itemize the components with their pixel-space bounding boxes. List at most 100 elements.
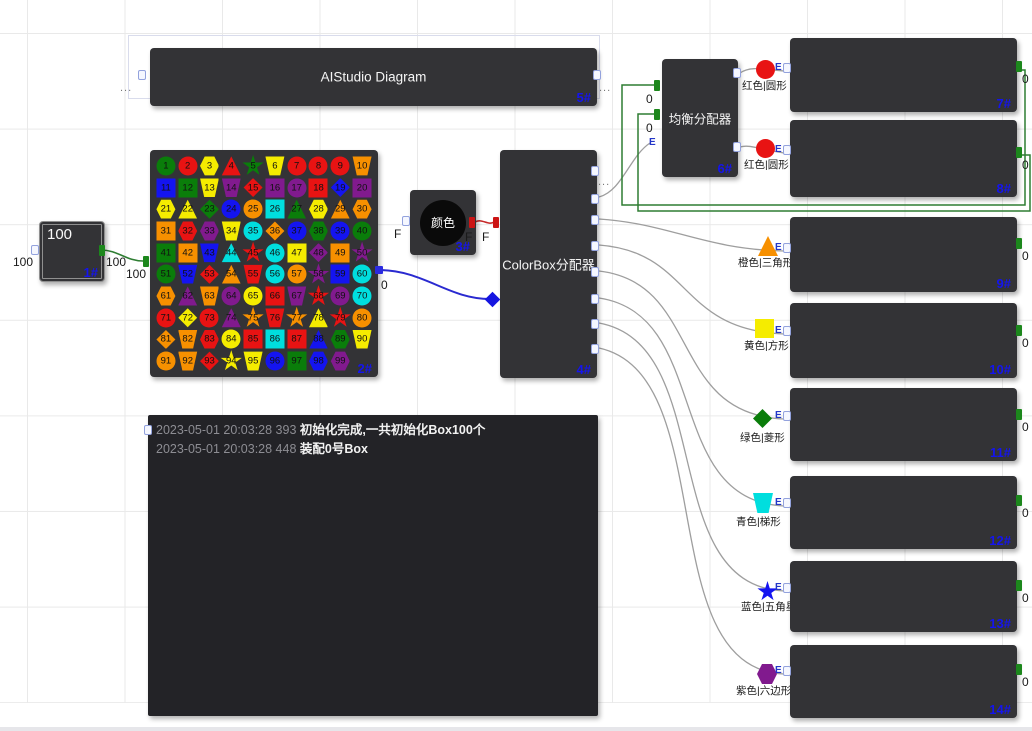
box-cell: 95: [242, 350, 264, 372]
output-node-7[interactable]: 7#: [790, 38, 1017, 112]
output-node-9[interactable]: 9#: [790, 217, 1017, 292]
node-id-badge: 2#: [357, 361, 372, 376]
wire-source-to-grid[interactable]: [100, 249, 144, 262]
output-out-port-10[interactable]: [1016, 325, 1022, 336]
wire-colorbox-to-output-13[interactable]: [598, 322, 785, 592]
source-output-port[interactable]: [99, 245, 105, 256]
output-input-port-11[interactable]: [783, 411, 791, 421]
output-out-label: 0: [1022, 336, 1029, 350]
colorbox-output-port-5[interactable]: [591, 267, 599, 277]
colorbox-dots: ...: [598, 176, 611, 188]
wire-color-to-colorbox[interactable]: [474, 220, 495, 224]
balancer-input-port-2[interactable]: [654, 109, 660, 120]
box-cell: 20: [351, 177, 373, 199]
box-grid-output-port[interactable]: [375, 266, 383, 274]
diagram-input-port[interactable]: [138, 70, 146, 80]
box-grid-output-label: 0: [381, 278, 388, 292]
output-out-port-12[interactable]: [1016, 495, 1022, 506]
output-out-port-13[interactable]: [1016, 580, 1022, 591]
wire-colorbox-to-output-9[interactable]: [598, 218, 785, 252]
color-output-port[interactable]: [469, 217, 475, 228]
output-node-11[interactable]: 11#: [790, 388, 1017, 461]
output-node-10[interactable]: 10#: [790, 303, 1017, 378]
output-input-port-7[interactable]: [783, 63, 791, 73]
wire-colorbox-to-balancer[interactable]: [598, 142, 651, 198]
node-box-grid[interactable]: 1 2 3 4 5 6 7 8 9 10 11 12 13 14 15 16 17 18 19 20 21 22 23 24 2…: [150, 150, 378, 377]
output-out-port-8[interactable]: [1016, 147, 1022, 158]
log-console[interactable]: 2023-05-01 20:03:28 393 初始化完成,一共初始化Box10…: [148, 415, 598, 716]
blue-circle-shape-icon: [265, 351, 285, 371]
cyan-square-shape-icon: [265, 329, 285, 349]
output-out-port-9[interactable]: [1016, 238, 1022, 249]
wire-feedback-output-8[interactable]: [637, 113, 1031, 212]
output-node-14[interactable]: 14#: [790, 645, 1017, 718]
box-cell-number: 97: [291, 355, 302, 367]
node-balancer[interactable]: 均衡分配器 6#: [662, 59, 738, 177]
wire-colorbox-to-output-11[interactable]: [598, 270, 785, 420]
colorbox-output-port-2[interactable]: [591, 194, 599, 204]
box-cell: 70: [351, 285, 373, 307]
node-colorbox-distributor[interactable]: ColorBox分配器 4#: [500, 150, 597, 378]
output-input-port-13[interactable]: [783, 583, 791, 593]
console-input-port[interactable]: [144, 425, 152, 435]
output-input-port-9[interactable]: [783, 243, 791, 253]
node-id-badge: 14#: [989, 702, 1011, 717]
wire-colorbox-to-output-10[interactable]: [598, 244, 785, 335]
output-input-port-10[interactable]: [783, 326, 791, 336]
colorbox-output-port-7[interactable]: [591, 319, 599, 329]
blue-hexagon-shape-icon: [308, 351, 328, 371]
output-input-port-12[interactable]: [783, 498, 791, 508]
box-cell-number: 63: [204, 290, 215, 302]
output-e-port-label: E: [775, 242, 782, 253]
node-diagram-title[interactable]: AIStudio Diagram 5#: [150, 48, 597, 106]
wire-grid-to-colorbox[interactable]: [377, 269, 491, 300]
yellow-trapezoid-shape-icon: [243, 351, 263, 371]
output-node-12[interactable]: 12#: [790, 476, 1017, 549]
box-cell-number: 54: [226, 268, 237, 280]
colorbox-output-port-1[interactable]: [591, 166, 599, 176]
colorbox-output-port-6[interactable]: [591, 294, 599, 304]
box-cell: 37: [286, 220, 308, 242]
output-out-port-7[interactable]: [1016, 61, 1022, 72]
colorbox-output-port-4[interactable]: [591, 241, 599, 251]
box-cell-number: 43: [204, 246, 215, 258]
box-cell: 96: [264, 350, 286, 372]
output-out-port-11[interactable]: [1016, 409, 1022, 420]
box-cell-number: 8: [315, 160, 322, 172]
box-cell-number: 60: [356, 268, 368, 280]
output-input-port-8[interactable]: [783, 145, 791, 155]
balancer-output-port-1[interactable]: [733, 68, 741, 78]
box-cell: 79: [329, 306, 351, 329]
box-grid-cells: 1 2 3 4 5 6 7 8 9 10 11 12 13 14 15 16 17 18 19 20 21 22 23 24 2…: [155, 154, 373, 372]
node-color-picker[interactable]: 颜色 3#: [410, 190, 476, 255]
node-source-count[interactable]: 100 1#: [39, 221, 105, 282]
box-cell: 78: [308, 307, 330, 329]
box-cell: 45: [242, 241, 264, 264]
output-node-13[interactable]: 13#: [790, 561, 1017, 632]
box-cell-number: 40: [356, 225, 368, 237]
diagram-output-port[interactable]: [593, 70, 601, 80]
log-message: 初始化完成,一共初始化Box100个: [299, 423, 486, 437]
red-circle-icon: [756, 139, 775, 158]
colorbox-color-input-port[interactable]: [493, 217, 499, 228]
box-grid-input-port[interactable]: [143, 256, 149, 267]
wire-colorbox-to-output-12[interactable]: [598, 297, 785, 507]
output-out-port-14[interactable]: [1016, 664, 1022, 675]
colorbox-output-port-8[interactable]: [591, 344, 599, 354]
box-cell-number: 4: [228, 160, 234, 172]
red-circle-shape-icon: [178, 156, 198, 176]
box-cell-number: 7: [294, 160, 300, 172]
balancer-input-port-1[interactable]: [654, 80, 660, 91]
source-input-port[interactable]: [31, 245, 39, 255]
wire-feedback-output-7[interactable]: [621, 69, 1026, 206]
wire-colorbox-to-output-14[interactable]: [598, 347, 785, 675]
color-input-port[interactable]: [402, 216, 410, 226]
colorbox-output-port-3[interactable]: [591, 215, 599, 225]
balancer-output-port-2[interactable]: [733, 142, 741, 152]
color-swatch[interactable]: 颜色: [420, 199, 466, 246]
output-input-port-14[interactable]: [783, 666, 791, 676]
output-node-8[interactable]: 8#: [790, 120, 1017, 197]
yellow-square-shape-icon: [287, 243, 307, 263]
